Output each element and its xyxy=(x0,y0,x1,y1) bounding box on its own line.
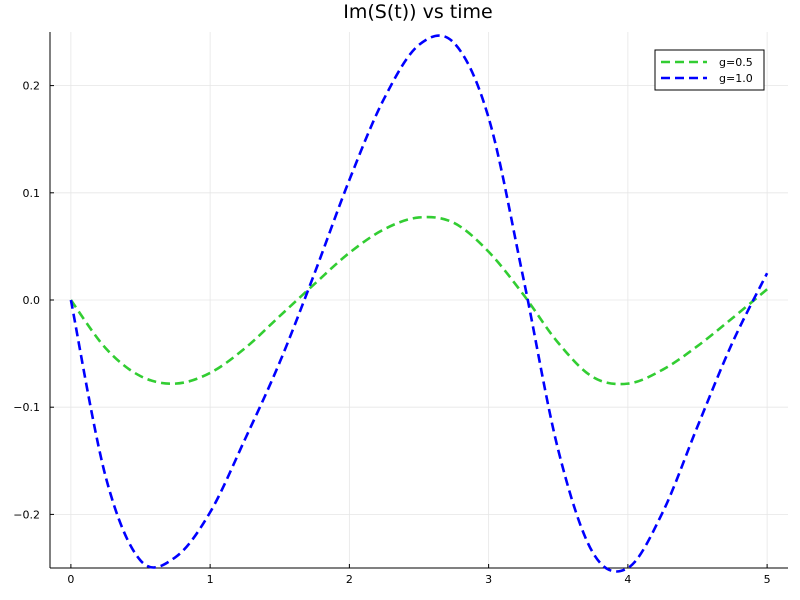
x-tick-label: 5 xyxy=(764,573,771,586)
y-tick-label: 0.2 xyxy=(23,80,41,93)
y-tick-label: 0.0 xyxy=(23,294,41,307)
y-tick-label: −0.2 xyxy=(13,508,40,521)
x-tick-label: 0 xyxy=(67,573,74,586)
y-tick-label: −0.1 xyxy=(13,401,40,414)
x-tick-label: 2 xyxy=(346,573,353,586)
legend-box xyxy=(654,49,765,91)
chart-title: Im(S(t)) vs time xyxy=(343,1,492,23)
legend: g=0.5 g=1.0 xyxy=(654,49,765,91)
series-layer xyxy=(69,34,769,573)
series-line-1 xyxy=(69,215,768,386)
x-tick-label: 4 xyxy=(624,573,631,586)
ticks: 0 1 2 3 4 5 −0.2 −0.1 0.0 0.1 0.2 xyxy=(13,80,770,586)
x-tick-label: 1 xyxy=(207,573,214,586)
series-line-2 xyxy=(69,34,769,573)
x-tick-label: 3 xyxy=(485,573,492,586)
y-tick-label: 0.1 xyxy=(23,187,41,200)
legend-label-2: g=1.0 xyxy=(719,72,753,85)
legend-label-1: g=0.5 xyxy=(719,56,753,69)
